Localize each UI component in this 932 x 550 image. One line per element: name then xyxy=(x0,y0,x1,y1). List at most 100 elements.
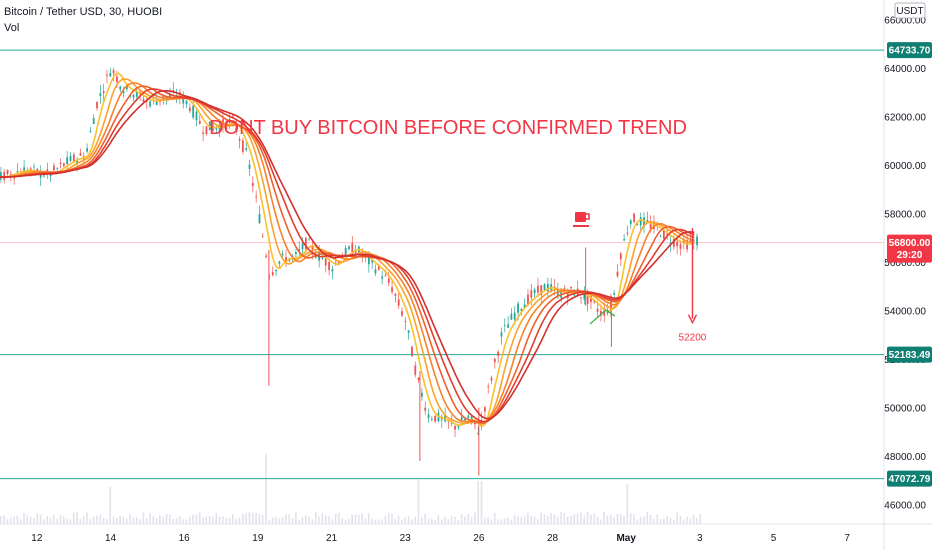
volume-bar xyxy=(192,514,194,524)
volume-bar xyxy=(304,515,307,524)
volume-bar xyxy=(102,517,105,524)
candle-body xyxy=(596,308,599,312)
volume-bar xyxy=(497,519,499,524)
candle-body xyxy=(659,236,662,238)
candle-body xyxy=(616,271,619,277)
volume-bar xyxy=(26,515,29,524)
volume-bar xyxy=(487,517,489,524)
volume-bar xyxy=(112,516,115,524)
volume-bar xyxy=(295,512,297,524)
candle-body xyxy=(636,224,639,226)
volume-bar xyxy=(682,519,685,524)
volume-bar xyxy=(411,519,413,524)
candle-body xyxy=(59,162,62,164)
candle-body xyxy=(663,229,665,240)
volume-bar xyxy=(142,512,145,524)
candle-body xyxy=(447,420,450,422)
volume-bar xyxy=(109,487,111,524)
volume-bar xyxy=(82,516,85,524)
candle-body xyxy=(261,236,264,237)
currency-badge xyxy=(894,2,926,19)
volume-bar xyxy=(603,512,605,524)
candle-body xyxy=(348,246,350,250)
cup-body xyxy=(575,212,586,222)
candle-body xyxy=(407,330,410,333)
candle-body xyxy=(374,269,377,274)
volume-bar xyxy=(39,514,42,524)
candle-body xyxy=(281,253,284,256)
volume-bar xyxy=(663,518,665,524)
volume-bar xyxy=(576,513,579,524)
price-tick-label: 56000.00 xyxy=(884,258,926,269)
volume-bar xyxy=(580,512,582,524)
volume-bar xyxy=(53,514,55,524)
candle-body xyxy=(679,244,682,249)
volume-bar xyxy=(62,516,65,524)
volume-bar xyxy=(328,516,330,524)
candle-body xyxy=(238,139,241,141)
candle-body xyxy=(570,286,572,289)
volume-bar xyxy=(36,513,39,524)
candle-body xyxy=(454,425,456,430)
volume-bar xyxy=(361,513,363,524)
volume-bar xyxy=(430,518,433,524)
candle-body xyxy=(533,289,536,294)
candle-body xyxy=(314,256,317,258)
level-price-tag-label: 64733.70 xyxy=(889,46,931,57)
candle-body xyxy=(367,256,370,265)
volume-bar xyxy=(520,516,523,524)
volume-bar xyxy=(377,519,380,524)
candle-body xyxy=(351,243,354,254)
volume-label: Vol xyxy=(4,22,20,34)
volume-bar xyxy=(119,515,121,524)
volume-bar xyxy=(686,516,688,524)
candle-body xyxy=(69,155,72,161)
volume-bar xyxy=(523,515,526,524)
volume-bar xyxy=(384,515,387,524)
volume-bar xyxy=(66,518,68,524)
candle-body xyxy=(241,140,244,152)
volume-bar xyxy=(480,481,483,524)
volume-bar xyxy=(374,519,377,524)
volume-bar xyxy=(401,519,403,524)
volume-bar xyxy=(341,517,344,524)
volume-bar xyxy=(653,518,655,524)
volume-bar xyxy=(182,519,184,524)
volume-bar xyxy=(387,513,390,524)
volume-bar xyxy=(19,519,22,524)
volume-bar xyxy=(228,518,231,524)
candle-body xyxy=(643,217,645,227)
candle-body xyxy=(434,415,437,422)
volume-bar xyxy=(99,514,102,524)
volume-bar xyxy=(679,515,682,524)
volume-bar xyxy=(616,513,619,524)
volume-bar xyxy=(596,516,599,524)
volume-bar xyxy=(397,516,400,524)
candle-body xyxy=(324,258,327,266)
volume-bar xyxy=(540,512,542,524)
volume-bar xyxy=(358,514,360,524)
candle-body xyxy=(391,287,393,292)
candle-body xyxy=(6,170,9,175)
candle-body xyxy=(639,217,642,226)
candle-body xyxy=(497,351,500,356)
volume-bar xyxy=(643,516,645,524)
volume-bar xyxy=(281,516,284,524)
candle-body xyxy=(258,214,261,224)
price-tick-label: 50000.00 xyxy=(884,404,926,415)
candle-body xyxy=(646,220,649,222)
volume-bar xyxy=(656,514,658,524)
candle-body xyxy=(295,252,297,255)
projection-arrowhead xyxy=(687,314,698,325)
candle-body xyxy=(600,310,602,316)
volume-bar xyxy=(238,517,241,524)
time-tick-label: May xyxy=(616,533,636,544)
volume-bar xyxy=(503,518,506,524)
volume-bar xyxy=(16,515,19,524)
volume-bar xyxy=(348,518,350,524)
volume-bar xyxy=(689,518,692,524)
volume-bar xyxy=(308,516,310,524)
candle-body xyxy=(135,90,138,97)
volume-bar xyxy=(195,514,198,524)
